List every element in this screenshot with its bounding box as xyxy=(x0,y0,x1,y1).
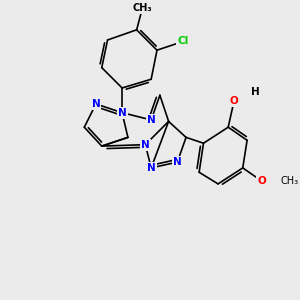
Text: N: N xyxy=(141,140,150,150)
Text: Cl: Cl xyxy=(178,37,189,46)
Text: CH₃: CH₃ xyxy=(133,3,152,13)
Text: CH₃: CH₃ xyxy=(280,176,299,186)
Text: O: O xyxy=(230,96,238,106)
Text: N: N xyxy=(147,163,155,173)
Text: N: N xyxy=(173,157,182,167)
Text: H: H xyxy=(251,87,260,97)
Text: N: N xyxy=(118,108,127,118)
Text: N: N xyxy=(92,99,100,109)
Text: O: O xyxy=(257,176,266,186)
Text: N: N xyxy=(147,115,155,125)
